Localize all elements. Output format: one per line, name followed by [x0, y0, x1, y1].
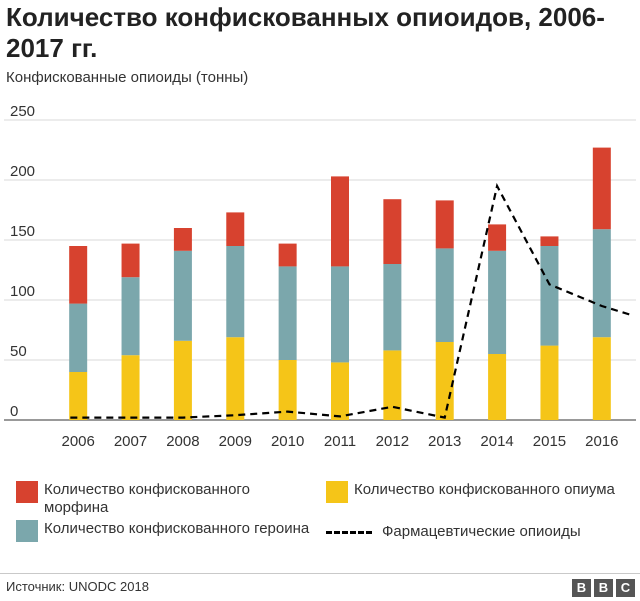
- y-tick-label: 50: [10, 343, 27, 360]
- bar-heroin: [226, 246, 245, 338]
- bars: [69, 147, 611, 420]
- bar-opium: [592, 337, 611, 420]
- legend-swatch-pharma: [326, 531, 372, 534]
- x-tick-label: 2006: [61, 433, 94, 450]
- y-axis-label: Конфискованные опиоиды (тонны): [6, 69, 249, 86]
- bar-morphine: [383, 199, 402, 264]
- x-tick-label: 2012: [376, 433, 409, 450]
- legend-swatch-morphine: [16, 481, 38, 503]
- bar-morphine: [121, 243, 140, 278]
- logo-letter: C: [616, 579, 635, 597]
- line-pharma: [70, 182, 634, 419]
- legend-label-heroin: Количество конфискованного героина: [44, 520, 310, 537]
- bar-morphine: [331, 176, 349, 267]
- bar-heroin: [592, 229, 611, 338]
- y-tick-labels: 0 50 100 150 200 250: [10, 103, 35, 420]
- x-tick-label: 2009: [219, 433, 252, 450]
- x-tick-label: 2015: [533, 433, 566, 450]
- y-tick-label: 100: [10, 283, 35, 300]
- x-tick-label: 2007: [114, 433, 147, 450]
- footer-divider: [0, 573, 640, 574]
- x-tick-label: 2011: [324, 433, 356, 450]
- chart-title: Количество конфискованных опиоидов, 2006…: [6, 2, 605, 63]
- legend-swatch-heroin: [16, 520, 38, 542]
- bar-opium: [226, 337, 245, 420]
- bar-heroin: [488, 250, 507, 354]
- y-tick-label: 200: [10, 163, 35, 180]
- y-tick-label: 0: [10, 403, 18, 420]
- bar-heroin: [435, 248, 454, 342]
- bar-opium: [383, 350, 402, 420]
- x-tick-label: 2014: [480, 433, 513, 450]
- bar-heroin: [540, 246, 559, 346]
- logo-letter: B: [572, 579, 591, 597]
- bar-morphine: [592, 147, 611, 230]
- bar-heroin: [383, 264, 402, 351]
- pharma-line: [70, 182, 634, 419]
- bar-heroin: [121, 277, 140, 356]
- bar-opium: [173, 340, 192, 420]
- legend-label-morphine: Количество конфискованного морфина: [44, 481, 250, 516]
- x-tick-label: 2008: [166, 433, 199, 450]
- legend-label-opium: Количество конфискованного опиума: [354, 481, 615, 498]
- bar-morphine: [278, 243, 297, 267]
- bar-morphine: [540, 236, 559, 246]
- legend-swatch-opium: [326, 481, 348, 503]
- logo-letter: B: [594, 579, 613, 597]
- source-note: Источник: UNODC 2018: [6, 579, 149, 594]
- bar-opium: [331, 362, 349, 420]
- bar-morphine: [69, 246, 88, 304]
- x-tick-labels: 2006 2007 2008 2009 2010 2011 2012 2013 2014 2015…: [61, 433, 618, 450]
- bar-opium: [69, 372, 88, 420]
- bar-opium: [121, 355, 140, 420]
- y-tick-label: 150: [10, 223, 35, 240]
- bar-heroin: [173, 250, 192, 341]
- x-tick-label: 2016: [585, 433, 618, 450]
- bar-heroin: [331, 266, 349, 363]
- x-tick-label: 2010: [271, 433, 304, 450]
- bbc-logo: B B C: [572, 579, 635, 597]
- bar-opium: [540, 345, 559, 420]
- bar-opium: [278, 360, 297, 420]
- bar-morphine: [226, 212, 245, 246]
- bar-opium: [435, 342, 454, 420]
- bar-morphine: [173, 228, 192, 251]
- bar-morphine: [488, 224, 507, 251]
- bar-opium: [488, 354, 507, 420]
- legend-label-pharma: Фармацевтические опиоиды: [382, 523, 581, 540]
- bar-heroin: [278, 266, 297, 360]
- bar-morphine: [435, 200, 454, 249]
- y-tick-label: 250: [10, 103, 35, 120]
- chart-canvas: 0 50 100 150 200 250 2006 2007 2008 2009 2010 2011…: [4, 103, 636, 450]
- grid-lines: [4, 119, 636, 421]
- x-tick-label: 2013: [428, 433, 461, 450]
- bar-heroin: [69, 303, 88, 372]
